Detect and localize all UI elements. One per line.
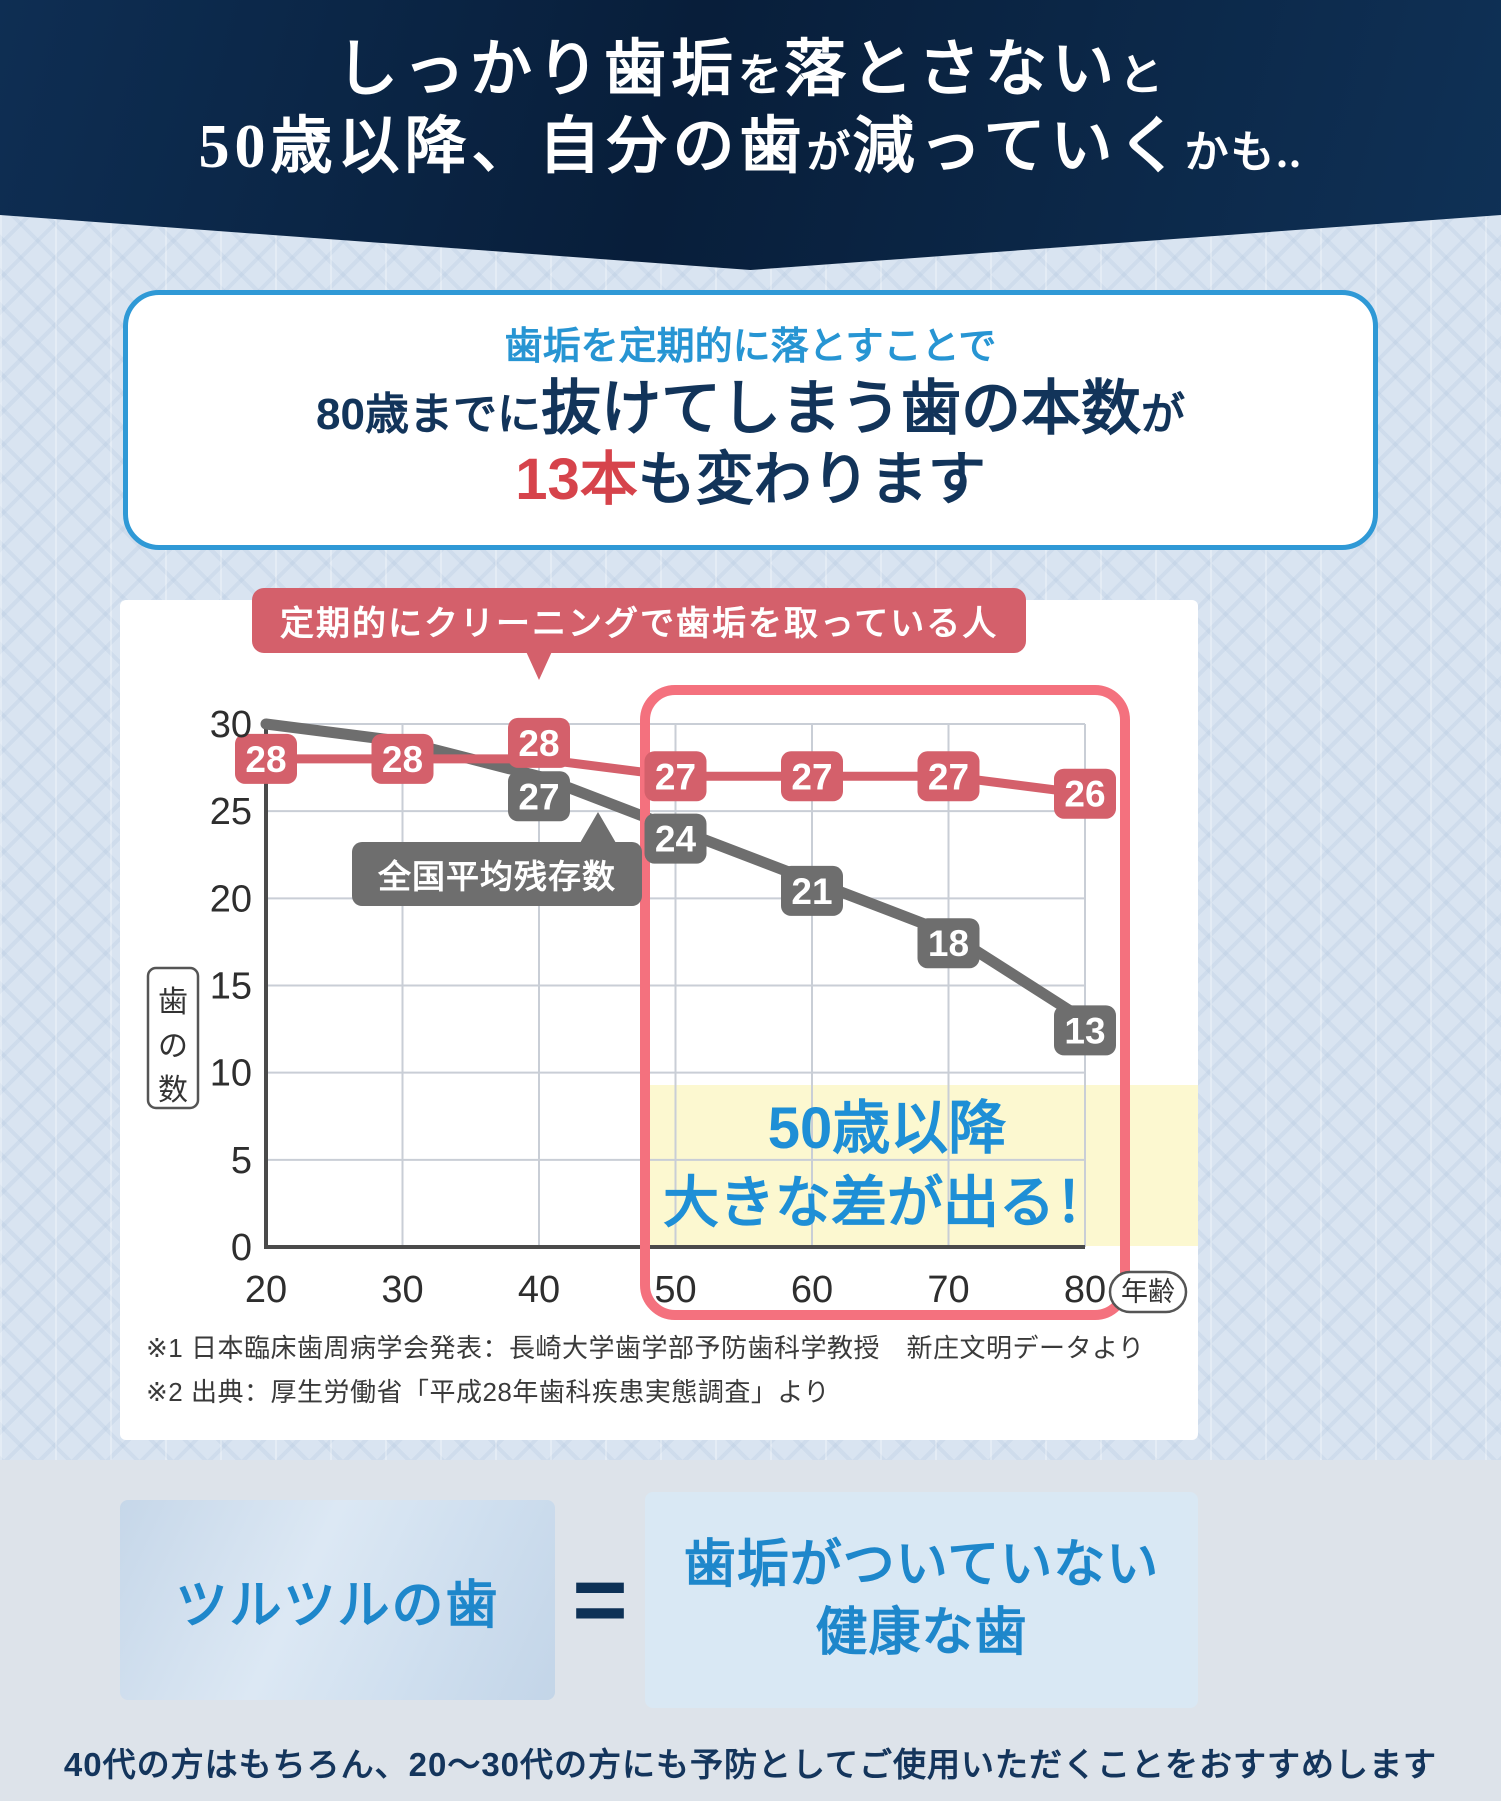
y-tick-label: 25 bbox=[210, 791, 252, 833]
footnote-1: ※1 日本臨床歯周病学会発表：長崎大学歯学部予防歯科学教授 新庄文明データより bbox=[146, 1333, 1145, 1363]
hero-header: しっかり歯垢を落とさないと 50歳以降、自分の歯が減っていくかも.. bbox=[0, 0, 1501, 270]
info-line-2: 80歳までに抜けてしまう歯の本数が bbox=[316, 374, 1185, 443]
data-label: 27 bbox=[518, 776, 559, 817]
y-axis-label-char: の bbox=[158, 1030, 188, 1063]
text-segment: 13本 bbox=[515, 447, 638, 512]
national-average-tooltip: 全国平均残存数 bbox=[352, 842, 642, 906]
x-tick-label: 50 bbox=[654, 1269, 696, 1311]
smooth-teeth-box: ツルツルの歯 bbox=[120, 1500, 555, 1700]
data-label-box bbox=[508, 717, 570, 768]
y-tick-label: 5 bbox=[231, 1140, 252, 1182]
y-axis-label-char: 数 bbox=[158, 1074, 188, 1107]
data-label-box bbox=[917, 751, 980, 802]
info-line-3: 13本も変わります bbox=[515, 447, 986, 514]
y-axis-label-box bbox=[146, 966, 200, 1110]
hero-title-line2: 50歳以降、自分の歯が減っていくかも.. bbox=[0, 113, 1501, 182]
chart-card: 28 28 28 27 27 27 26 27 24 21 18 13 50歳以降大きな差が出る！ 0 5 1… bbox=[120, 600, 1198, 1440]
closing-text: 40代の方はもちろん、20〜30代の方にも予防としてご使用いただくことをおすすめ… bbox=[63, 1746, 1438, 1783]
data-label: 28 bbox=[518, 723, 559, 764]
data-label-box bbox=[508, 771, 570, 822]
data-label: 21 bbox=[791, 871, 832, 912]
y-tick-label: 15 bbox=[210, 966, 252, 1008]
text-segment: しっかり歯垢 bbox=[335, 36, 738, 104]
data-label: 28 bbox=[245, 739, 286, 780]
text-segment: を bbox=[738, 51, 784, 100]
x-tick-label: 70 bbox=[927, 1269, 969, 1311]
y-tick-label: 10 bbox=[210, 1053, 252, 1095]
x-tick-label: 40 bbox=[518, 1269, 560, 1311]
info-line-1: 歯垢を定期的に落とすことで bbox=[505, 326, 997, 370]
data-label-box bbox=[1054, 768, 1116, 819]
equals-sign: = bbox=[572, 1546, 628, 1653]
healthy-teeth-box: 歯垢がついていない 健康な歯 bbox=[645, 1492, 1198, 1708]
text-segment: 抜けてしまう歯の本数 bbox=[540, 375, 1141, 442]
data-label-box bbox=[644, 751, 707, 802]
healthy-teeth-line2: 健康な歯 bbox=[815, 1604, 1028, 1662]
x-tick-label: 30 bbox=[381, 1269, 423, 1311]
data-label: 24 bbox=[655, 819, 697, 860]
text-segment: かも.. bbox=[1184, 128, 1303, 178]
highlight-box bbox=[640, 685, 1130, 1320]
cleaning-people-tooltip-pointer-icon bbox=[519, 636, 559, 680]
cleaning-people-tooltip: 定期的にクリーニングで歯垢を取っている人 bbox=[252, 588, 1027, 653]
y-axis-label-char: 歯 bbox=[158, 986, 188, 1019]
data-label-box bbox=[781, 751, 843, 802]
data-label-box bbox=[781, 865, 843, 916]
data-label: 26 bbox=[1064, 774, 1105, 815]
footnote-2: ※2 出典：厚生労働省「平成28年歯科疾患実態調査」より bbox=[146, 1377, 830, 1407]
highlight-band bbox=[649, 1085, 1198, 1246]
data-label: 27 bbox=[928, 756, 969, 797]
text-segment: も変わります bbox=[637, 447, 986, 512]
data-label: 18 bbox=[928, 923, 969, 964]
info-box: 歯垢を定期的に落とすことで 80歳までに抜けてしまう歯の本数が 13本も変わりま… bbox=[123, 290, 1378, 550]
text-segment: 50歳以降、自分の歯 bbox=[198, 113, 807, 182]
text-segment: が bbox=[1140, 390, 1185, 439]
text-segment: が bbox=[806, 128, 853, 178]
data-label-box bbox=[1054, 1005, 1116, 1056]
text-segment: 減っていく bbox=[852, 113, 1185, 182]
x-tick-label: 60 bbox=[791, 1269, 833, 1311]
data-label: 28 bbox=[382, 739, 423, 780]
national-average-tooltip-label: 全国平均残存数 bbox=[378, 858, 616, 895]
data-label-box bbox=[235, 733, 297, 784]
highlight-text-line1: 50歳以降 bbox=[768, 1096, 1007, 1161]
bottom-section: ツルツルの歯 = 歯垢がついていない 健康な歯 40代の方はもちろん、20〜30… bbox=[0, 1460, 1501, 1801]
y-tick-label: 30 bbox=[210, 704, 252, 746]
text-segment: 落とさない bbox=[784, 36, 1120, 104]
data-label: 27 bbox=[791, 756, 832, 797]
data-label-box bbox=[371, 733, 434, 784]
y-tick-label: 0 bbox=[231, 1227, 252, 1269]
cleaning-people-tooltip-label: 定期的にクリーニングで歯垢を取っている人 bbox=[280, 605, 999, 643]
age-unit-pill bbox=[1108, 1270, 1188, 1314]
data-label: 13 bbox=[1064, 1010, 1105, 1051]
hero-title-line1: しっかり歯垢を落とさないと bbox=[0, 36, 1501, 105]
age-unit-label: 年齢 bbox=[1121, 1277, 1175, 1307]
smooth-teeth-label: ツルツルの歯 bbox=[175, 1576, 500, 1635]
x-tick-label: 80 bbox=[1064, 1269, 1106, 1311]
y-tick-label: 20 bbox=[210, 878, 252, 920]
text-segment: 歯垢を定期的に落とすことで bbox=[504, 326, 997, 369]
healthy-teeth-line1: 歯垢がついていない bbox=[683, 1536, 1160, 1595]
data-label: 27 bbox=[655, 756, 696, 797]
data-label-box bbox=[917, 918, 980, 969]
data-label-box bbox=[644, 813, 707, 864]
x-tick-label: 20 bbox=[245, 1269, 287, 1311]
highlight-text-line2: 大きな差が出る！ bbox=[663, 1171, 1111, 1234]
text-segment: 80歳までに bbox=[316, 390, 541, 439]
text-segment: と bbox=[1119, 51, 1166, 100]
national-average-tooltip-pointer-icon bbox=[580, 812, 616, 843]
